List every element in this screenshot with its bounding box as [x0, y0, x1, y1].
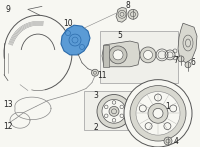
FancyBboxPatch shape [103, 45, 109, 67]
Circle shape [104, 105, 108, 109]
Circle shape [153, 108, 163, 118]
Circle shape [112, 101, 116, 104]
Circle shape [92, 69, 98, 76]
Circle shape [118, 10, 126, 18]
Text: 10: 10 [63, 19, 73, 28]
Circle shape [145, 123, 152, 130]
Text: 6: 6 [191, 58, 195, 67]
Text: 4: 4 [174, 137, 178, 146]
Circle shape [130, 86, 186, 141]
Text: 7: 7 [174, 56, 178, 65]
Circle shape [185, 62, 191, 68]
Circle shape [113, 50, 123, 60]
Circle shape [112, 118, 116, 122]
Circle shape [136, 92, 180, 135]
Circle shape [170, 105, 177, 112]
Circle shape [154, 94, 162, 101]
Circle shape [124, 80, 192, 147]
Polygon shape [178, 23, 197, 63]
Circle shape [139, 105, 146, 112]
Circle shape [120, 114, 124, 118]
Circle shape [120, 105, 124, 109]
Circle shape [178, 56, 184, 62]
Text: 12: 12 [3, 122, 13, 131]
Circle shape [148, 103, 168, 123]
Circle shape [164, 137, 172, 145]
Circle shape [102, 100, 126, 123]
Text: 9: 9 [6, 5, 10, 14]
Polygon shape [116, 7, 127, 22]
Polygon shape [102, 41, 140, 67]
Circle shape [164, 123, 171, 130]
Text: 8: 8 [126, 1, 130, 10]
Circle shape [109, 106, 119, 116]
Text: 1: 1 [166, 102, 170, 111]
FancyBboxPatch shape [84, 91, 134, 130]
Text: 13: 13 [3, 100, 13, 109]
Circle shape [140, 47, 156, 63]
Circle shape [104, 114, 108, 118]
Circle shape [97, 95, 131, 128]
Text: 3: 3 [94, 91, 98, 100]
Text: 11: 11 [97, 71, 107, 80]
Circle shape [109, 46, 127, 64]
Circle shape [128, 9, 138, 19]
FancyBboxPatch shape [100, 31, 178, 83]
Text: 2: 2 [94, 123, 98, 132]
Polygon shape [61, 25, 90, 55]
Text: 5: 5 [118, 31, 122, 40]
Circle shape [144, 50, 153, 59]
